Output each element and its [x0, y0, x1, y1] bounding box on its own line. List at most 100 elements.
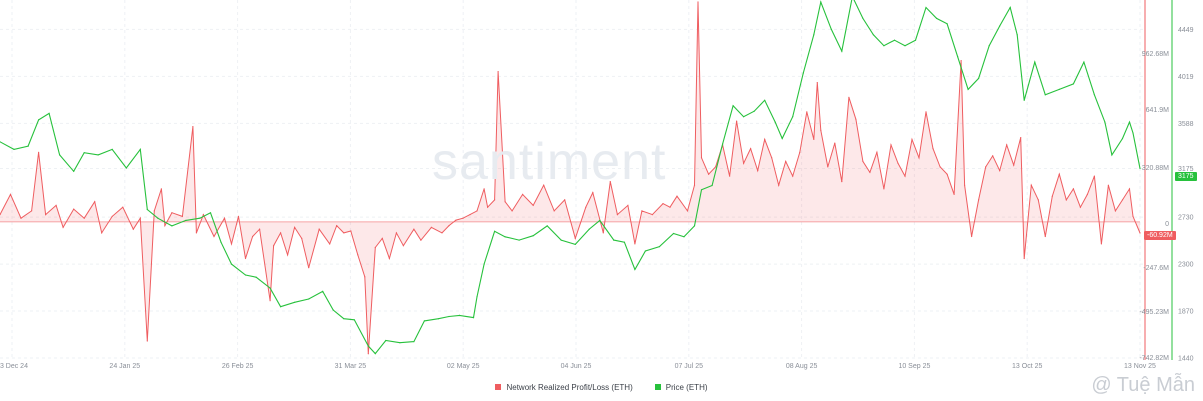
legend-swatch-price [654, 384, 661, 390]
pl-point [153, 210, 155, 212]
price-point [518, 239, 520, 241]
price-point [385, 339, 387, 342]
pl-point [73, 208, 75, 210]
price-badge: 3175 [1175, 172, 1197, 181]
legend-item-pl[interactable]: Network Realized Profit/Loss (ETH) [495, 383, 633, 392]
pl-point [101, 232, 103, 234]
pl-point [1086, 193, 1088, 195]
pl-point [848, 96, 850, 98]
price-tick-label: 4449 [1178, 27, 1194, 34]
pl-point [939, 166, 941, 168]
pl-point [0, 214, 1, 216]
x-tick-label: 13 Nov 25 [1124, 363, 1156, 370]
pl-point [374, 246, 376, 249]
price-point [1016, 34, 1018, 36]
price-point [308, 298, 310, 300]
price-point [574, 243, 576, 245]
price-point [83, 152, 85, 154]
price-point [774, 121, 776, 123]
pl-tick-label: 962.68M [1142, 51, 1169, 58]
pl-point [244, 257, 247, 260]
pl-point [1093, 175, 1095, 177]
price-point [560, 239, 562, 241]
pl-axis: 962.68M 641.9M 320.88M 0 -247.6M -495.23M -742… [1139, 51, 1169, 362]
pl-point [1051, 195, 1053, 197]
price-point [872, 34, 875, 36]
price-point [322, 290, 324, 292]
pl-point [729, 175, 731, 177]
pl-point [487, 206, 489, 208]
pl-tick-label: -742.82M [1139, 355, 1169, 362]
pl-point [230, 243, 233, 245]
x-tick-label: 02 May 25 [447, 363, 480, 370]
price-point [413, 341, 415, 343]
price-tick-label: 2300 [1178, 262, 1194, 269]
x-tick-label: 08 Aug 25 [786, 363, 818, 370]
pl-point [785, 160, 787, 162]
x-tick-label: 07 Jul 25 [675, 363, 704, 370]
pl-point [192, 126, 194, 128]
pl-point [122, 206, 124, 208]
pl-point [693, 184, 696, 186]
pl-point [139, 217, 141, 219]
pl-point [616, 214, 619, 216]
pl-point [273, 245, 275, 247]
legend-swatch-pl [495, 384, 502, 390]
price-point [683, 236, 685, 238]
pl-point [543, 184, 545, 186]
price-point [171, 225, 173, 227]
price-point [967, 88, 969, 90]
pl-point [715, 166, 717, 168]
price-point [73, 170, 75, 172]
pl-point [985, 166, 987, 168]
price-axis: 4449 4019 3588 3175 2730 2300 1870 1440 [1178, 27, 1194, 363]
price-point [672, 232, 675, 235]
legend-item-price[interactable]: Price (ETH) [654, 383, 708, 392]
pl-point [441, 232, 443, 234]
price-point [59, 154, 61, 156]
pl-point [171, 212, 173, 214]
pl-point [357, 254, 359, 256]
pl-point [448, 225, 450, 227]
price-point [230, 263, 233, 265]
price-point [1121, 137, 1124, 140]
price-point [437, 318, 440, 320]
pl-point [329, 243, 331, 245]
x-tick-label: 31 Mar 25 [335, 363, 367, 370]
pl-point [497, 71, 499, 73]
pl-point [45, 214, 47, 216]
pl-point [1065, 199, 1067, 201]
price-point [711, 184, 713, 187]
pl-point [932, 148, 934, 150]
pl-point [971, 235, 973, 238]
pl-tick-label: 641.9M [1146, 107, 1170, 114]
price-point [792, 116, 794, 118]
pl-point [634, 243, 636, 245]
price-point [599, 219, 601, 221]
price-point [157, 217, 159, 219]
pl-point [202, 214, 204, 216]
pl-point [269, 300, 271, 302]
pl-point [1072, 188, 1074, 190]
pl-point [522, 193, 524, 195]
pl-point [700, 157, 703, 159]
pl-point [1079, 206, 1081, 208]
pl-point [287, 254, 289, 256]
pl-point [592, 192, 594, 194]
price-point [38, 119, 40, 121]
pl-point [195, 232, 197, 234]
price-point [957, 56, 959, 58]
price-point [220, 241, 222, 243]
pl-point [62, 226, 64, 228]
price-point [97, 154, 99, 156]
price-point [423, 320, 425, 322]
pl-point [743, 162, 745, 164]
price-point [1139, 167, 1141, 170]
price-point [753, 110, 755, 112]
pl-point [1114, 210, 1116, 212]
price-point [813, 34, 815, 36]
x-tick-label: 13 Oct 25 [1012, 363, 1042, 370]
price-point [504, 236, 506, 238]
price-point [883, 45, 885, 47]
pl-point [483, 188, 485, 190]
